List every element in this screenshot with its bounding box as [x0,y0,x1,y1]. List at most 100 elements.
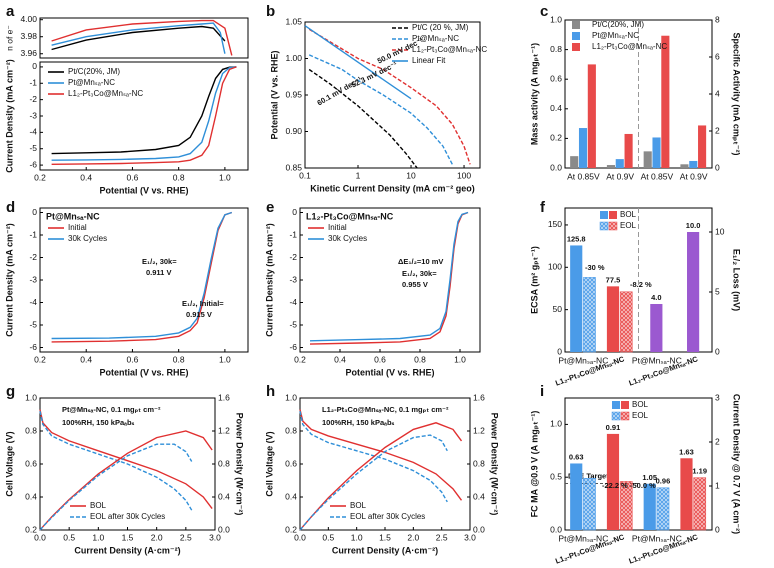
bar [698,125,707,168]
panel-label: g [6,383,15,400]
series-line [309,211,469,342]
x-tick-label: 0.6 [127,172,139,182]
y-tick-label: -3 [29,274,37,284]
data-label: 4.0 [651,293,661,302]
y-tick-label: 0.0 [218,524,230,534]
y-tick-label: 0.4 [25,491,37,501]
y-tick-label: 0 [292,207,297,217]
y-tick-label: 0.6 [25,458,37,468]
y-tick-label: 0.5 [550,471,562,481]
y-axis-label: Cell Voltage (V) [4,431,14,496]
bar [615,159,624,168]
bar [680,164,689,168]
y-tick-label: -2 [289,252,297,262]
y-tick-label: 0.8 [25,425,37,435]
panel-title: L1₂-Pt₃Co@Mnₛₐ-NC [306,211,394,221]
y2-axis-label: Current Density @ 0.7 V (A cm⁻²) [732,394,742,534]
annotation: ΔE₁/₂=10 mV [398,257,443,266]
y-tick-label: 0 [32,207,37,217]
y-tick-label: 0.4 [473,491,485,501]
series-line [51,66,237,161]
x-tick-label: 0.5 [63,532,75,542]
x-tick-label: At 0.9V [680,171,708,181]
bar [689,160,698,168]
panel-label: b [266,3,275,20]
y-tick-label: -1 [29,229,37,239]
x-axis-label: Kinetic Current Density (mA cm⁻² geo) [310,183,474,193]
data-label: 1.05 [642,473,657,482]
y-tick-label: 0.95 [285,89,302,99]
x-tick-label: 0.2 [34,354,46,364]
legend-label: EOL [632,411,649,420]
bar [650,304,663,352]
bar [606,286,620,352]
legend-label: Pt@Mnₛₐ-NC [592,31,639,40]
y-tick-label: 1.6 [473,392,485,402]
annotation: -22.2 % [602,481,628,490]
legend-swatch [620,411,630,421]
annotation: E₁/₂, Initial= [182,299,224,308]
y-tick-label: 2 [715,436,720,446]
y-tick-label: 0.85 [285,162,302,172]
x-tick-label: 0.4 [80,172,92,182]
legend-swatch [572,32,580,40]
series-line [39,430,213,531]
series-line [299,422,463,531]
legend-label: Pt/C(20%, JM) [592,20,644,29]
bar [680,458,693,530]
y-tick-label: 0.6 [285,458,297,468]
annotation: E₁/₂, 30k= [402,269,437,278]
y-axis-label: Current Density (mA cm⁻²) [4,223,14,336]
y-tick-label: 0 [715,524,720,534]
legend-label: BOL [620,210,637,219]
y-tick-label: -5 [29,319,37,329]
y-tick-label: -1 [289,229,297,239]
bar [583,277,596,353]
x-axis-label: Potential (V vs. RHE) [99,185,188,195]
y-tick-label: 0 [715,162,720,172]
y-tick-label: -5 [29,143,37,153]
x-tick-label: 1.0 [219,172,231,182]
x-tick-label: 0.4 [334,354,346,364]
legend-label: EOL [620,221,637,230]
x-tick-label: 2.5 [436,532,448,542]
bar [570,245,583,352]
x-tick-label: 3.0 [209,532,221,542]
legend-label: BOL [350,501,367,510]
series-line [308,28,471,165]
y-tick-label: 1.2 [218,425,230,435]
series-line [308,68,418,169]
x-tick-label: 0.8 [173,172,185,182]
x-tick-label: 1.0 [92,532,104,542]
data-label: 10.0 [686,221,701,230]
y-tick-label: -4 [29,297,37,307]
series-line [299,434,448,531]
legend-label: Initial [328,223,347,232]
inset-y-label: n of e⁻ [4,25,14,51]
bar [624,133,633,168]
annotation: L1₂-Pt₃Co@Mnₛₐ-NC, 0.1 mgₚₜ cm⁻² [322,405,449,414]
x-tick-label: 0.6 [127,354,139,364]
x-axis-label: Current Density (A·cm⁻²) [74,545,180,555]
bar [578,128,588,168]
x-tick-label: 3.0 [464,532,476,542]
y-tick-label: 0.2 [25,524,37,534]
y-tick-label: 6 [715,51,720,61]
y-tick-label: 1.00 [285,53,302,63]
legend-swatch [612,401,620,409]
y-tick-label: 4.00 [20,14,37,24]
x-tick-label: 1.5 [122,532,134,542]
y-tick-label: -3 [29,110,37,120]
x-tick-label: Pt@Mnₛₐ-NC [632,533,682,543]
series-line [51,22,226,54]
legend-swatch [599,221,609,231]
y2-axis-label: E₁/₂ Loss (mV) [732,249,742,311]
x-tick-label: 0.0 [294,532,306,542]
y-tick-label: 1.0 [550,14,562,24]
legend-swatch [572,43,580,51]
bar [693,477,707,531]
plot-frame [39,17,249,59]
panel-label: a [6,3,15,20]
x-tick-label: 10 [406,170,416,180]
y-axis-label: Cell Voltage (V) [264,431,274,496]
